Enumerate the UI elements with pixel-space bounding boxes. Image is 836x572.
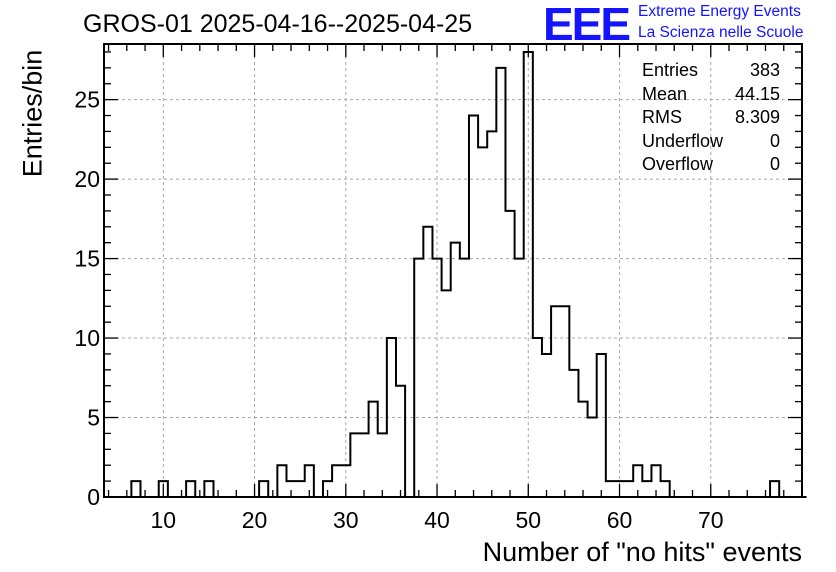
- y-tick-label: 20: [74, 166, 100, 192]
- histogram-bin: [770, 481, 779, 497]
- stats-value: 0: [769, 130, 780, 151]
- histogram-bin: [597, 354, 606, 497]
- histogram-bin: [642, 481, 651, 497]
- stats-value: 8.309: [734, 107, 780, 127]
- stats-row-overflow: Overflow 0: [642, 154, 780, 178]
- stats-label: Entries: [642, 60, 699, 80]
- x-axis-label: Number of "no hits" events: [482, 537, 802, 567]
- histogram-bin: [588, 418, 597, 497]
- histogram-bin: [296, 481, 305, 497]
- x-tick-label: 40: [424, 507, 450, 533]
- histogram-bin: [442, 290, 451, 497]
- histogram-bin: [469, 116, 478, 497]
- y-tick-label: 25: [74, 87, 100, 113]
- histogram-bin: [578, 402, 587, 497]
- stats-value: 383: [749, 60, 780, 80]
- stats-row-mean: Mean 44.15: [642, 84, 780, 108]
- y-tick-label: 0: [87, 484, 100, 510]
- histogram-bin: [487, 131, 496, 497]
- y-axis-label: Entries/bin: [17, 49, 48, 178]
- histogram-bin: [560, 306, 569, 497]
- stats-label: Mean: [642, 83, 688, 104]
- histogram-bin: [414, 259, 423, 497]
- histogram-bin: [259, 481, 268, 497]
- histogram-bin: [350, 433, 359, 497]
- x-tick-label: 20: [242, 507, 268, 533]
- y-tick-label: 15: [74, 246, 100, 272]
- histogram-bin: [496, 68, 505, 497]
- histogram-bin: [542, 354, 551, 497]
- y-tick-label: 10: [74, 325, 100, 351]
- histogram-bin: [569, 370, 578, 497]
- histogram-bin: [396, 386, 405, 497]
- histogram-bin: [378, 433, 387, 497]
- histogram-bin: [451, 243, 460, 497]
- stats-label: Overflow: [642, 154, 714, 174]
- stats-row-entries: Entries 383: [642, 60, 780, 84]
- histogram-bin: [131, 481, 140, 497]
- stats-row-rms: RMS 8.309: [642, 107, 780, 131]
- histogram-bin: [204, 481, 213, 497]
- logo-line-2: La Scienza nelle Scuole: [638, 24, 804, 41]
- histogram-bin: [423, 227, 432, 497]
- stats-value: 0: [769, 154, 780, 174]
- x-tick-label: 70: [698, 507, 724, 533]
- x-tick-label: 30: [333, 507, 359, 533]
- histogram-bin: [460, 259, 469, 497]
- plot-frame: [103, 43, 803, 498]
- stats-box: Entries 383 Mean 44.15 RMS 8.309 Underfl…: [642, 60, 780, 178]
- histogram-bin: [277, 465, 286, 497]
- histogram-bin: [505, 211, 514, 497]
- x-tick-label: 10: [151, 507, 177, 533]
- y-tick-label: 5: [87, 405, 100, 431]
- histogram-bin: [369, 402, 378, 497]
- histogram-bin: [332, 465, 341, 497]
- histogram-bin: [661, 481, 670, 497]
- x-tick-label: 60: [607, 507, 633, 533]
- stats-row-underflow: Underflow 0: [642, 131, 780, 155]
- eee-logo: EEE: [543, 0, 631, 50]
- histogram-bin: [624, 481, 633, 497]
- stats-value: 44.15: [734, 83, 780, 104]
- histogram-bin: [478, 147, 487, 497]
- stats-label: Underflow: [642, 130, 724, 151]
- histogram-bin: [186, 481, 195, 497]
- histogram-bin: [551, 306, 560, 497]
- histogram-bin: [432, 259, 441, 497]
- logo-line-1: Extreme Energy Events: [638, 3, 801, 20]
- x-tick-label: 50: [515, 507, 541, 533]
- histogram-bin: [359, 433, 368, 497]
- stats-label: RMS: [642, 107, 682, 127]
- chart-title: GROS-01 2025-04-16--2025-04-25: [83, 10, 473, 38]
- histogram-bin: [606, 481, 615, 497]
- histogram-bin: [515, 259, 524, 497]
